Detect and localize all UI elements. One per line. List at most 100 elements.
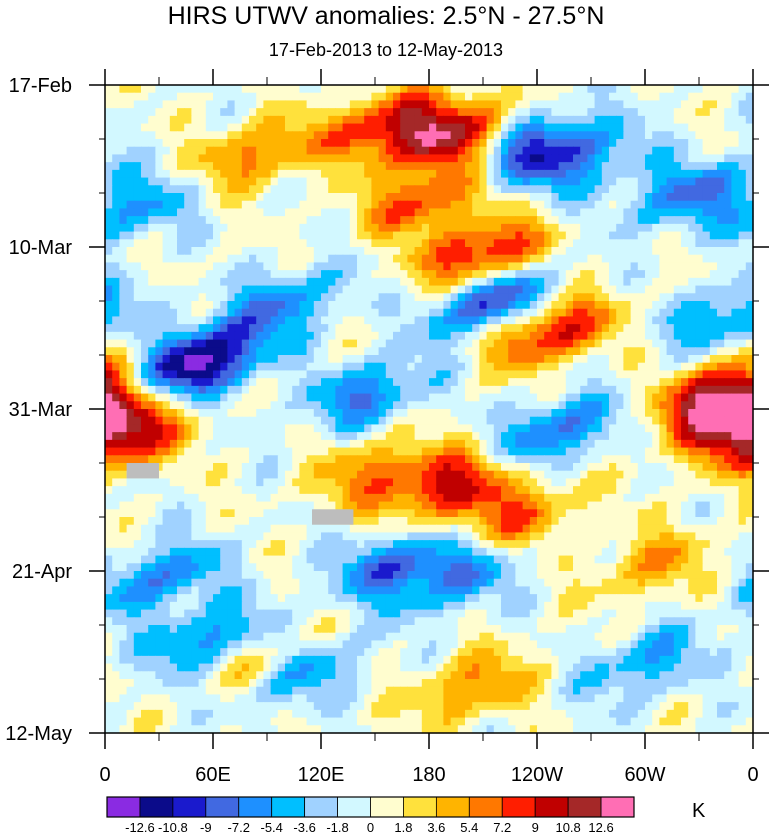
field-cell [105,432,113,441]
field-cell [285,208,293,217]
field-cell [465,193,473,202]
field-cell [112,200,120,210]
field-cell [213,262,221,271]
field-cell [155,493,164,503]
field-cell [443,347,452,356]
field-cell [688,154,696,163]
field-cell [616,146,624,156]
field-cell [205,493,214,503]
field-cell [443,169,452,179]
field-cell [465,293,473,302]
field-cell [378,409,387,418]
field-cell [436,308,444,318]
field-cell [573,146,581,156]
field-cell [364,270,372,279]
field-cell [666,378,675,387]
field-cell [450,262,459,271]
field-cell [205,509,214,518]
field-cell [493,162,502,171]
field-cell [465,501,473,510]
field-cell [601,331,610,341]
field-cell [745,193,754,202]
field-cell [169,478,178,487]
field-cell [594,108,603,117]
field-cell [119,216,128,225]
field-cell [645,277,653,287]
field-cell [637,200,646,210]
field-cell [385,501,394,510]
field-cell [724,169,732,179]
field-cell [709,131,718,140]
field-cell [652,370,660,379]
field-cell [270,324,279,333]
field-cell [119,463,128,472]
field-cell [162,131,171,140]
field-cell [594,493,603,503]
field-cell [141,223,149,233]
field-cell [515,339,524,348]
field-cell [155,463,164,472]
field-cell [709,378,718,387]
field-cell [724,177,732,186]
field-cell [357,355,365,364]
field-cell [436,139,444,148]
field-cell [479,169,488,179]
field-cell [637,223,646,233]
field-cell [371,108,380,117]
field-cell [709,324,718,333]
field-cell [306,301,315,310]
field-cell [133,447,142,456]
field-cell [205,293,214,302]
field-cell [472,139,480,148]
field-cell [306,108,315,117]
field-cell [472,439,480,449]
field-cell [637,501,646,510]
field-cell [565,270,574,279]
field-cell [364,308,372,318]
field-cell [184,347,192,356]
field-cell [623,347,632,356]
field-cell [601,416,610,426]
field-cell [731,362,740,372]
field-cell [493,478,502,487]
field-cell [414,378,423,387]
field-cell [241,493,250,503]
field-cell [270,316,279,325]
field-cell [609,355,617,364]
field-cell [133,270,142,279]
field-cell [321,501,329,510]
field-cell [486,239,495,248]
field-cell [299,254,308,264]
field-cell [421,139,430,148]
field-cell [601,432,610,441]
field-cell [544,216,552,225]
field-cell [205,316,214,325]
field-cell [321,331,329,341]
field-cell [436,416,444,426]
field-cell [652,193,660,202]
field-cell [112,131,120,140]
field-cell [731,123,740,132]
field-cell [544,231,552,240]
field-cell [515,324,524,333]
field-cell [249,123,257,132]
field-cell [702,447,711,456]
field-cell [220,185,228,194]
field-cell [198,447,207,456]
field-cell [479,285,488,294]
field-cell [126,447,135,456]
field-cell [385,509,394,518]
field-cell [630,108,639,117]
field-cell [508,239,516,248]
field-cell [277,131,286,140]
field-cell [630,308,639,318]
field-cell [573,362,581,372]
field-cell [364,324,372,333]
field-cell [133,478,142,487]
field-cell [112,270,120,279]
field-cell [119,277,128,287]
field-cell [292,169,300,179]
field-cell [378,509,387,518]
field-cell [522,432,531,441]
field-cell [378,416,387,426]
